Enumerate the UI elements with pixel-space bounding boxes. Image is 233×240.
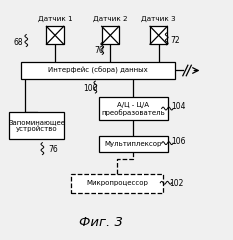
Text: 100: 100 xyxy=(83,84,98,94)
Bar xyxy=(99,97,168,120)
Bar xyxy=(102,26,119,44)
Bar xyxy=(9,112,64,139)
Bar xyxy=(21,61,175,79)
Text: Микропроцессор: Микропроцессор xyxy=(86,180,148,186)
Text: 104: 104 xyxy=(171,102,186,111)
Text: 106: 106 xyxy=(171,137,186,146)
Text: 70: 70 xyxy=(94,46,104,55)
Text: Датчик 1: Датчик 1 xyxy=(38,16,72,22)
Text: А/Ц - Ц/А
преобразователь: А/Ц - Ц/А преобразователь xyxy=(101,102,165,116)
Bar xyxy=(150,26,167,44)
Text: 68: 68 xyxy=(14,38,23,47)
Bar xyxy=(99,136,168,152)
Bar xyxy=(46,26,64,44)
Text: Датчик 2: Датчик 2 xyxy=(93,16,128,22)
Bar xyxy=(71,174,163,193)
Text: Фиг. 3: Фиг. 3 xyxy=(79,216,123,229)
Text: 72: 72 xyxy=(170,36,180,45)
Text: 76: 76 xyxy=(48,145,58,154)
Text: Датчик 3: Датчик 3 xyxy=(141,16,176,22)
Text: Мультиплексор: Мультиплексор xyxy=(105,141,162,147)
Text: Запоминающее
устройство: Запоминающее устройство xyxy=(8,119,65,132)
Text: 102: 102 xyxy=(169,179,183,188)
Text: Интерфейс (сбора) данных: Интерфейс (сбора) данных xyxy=(48,67,147,74)
